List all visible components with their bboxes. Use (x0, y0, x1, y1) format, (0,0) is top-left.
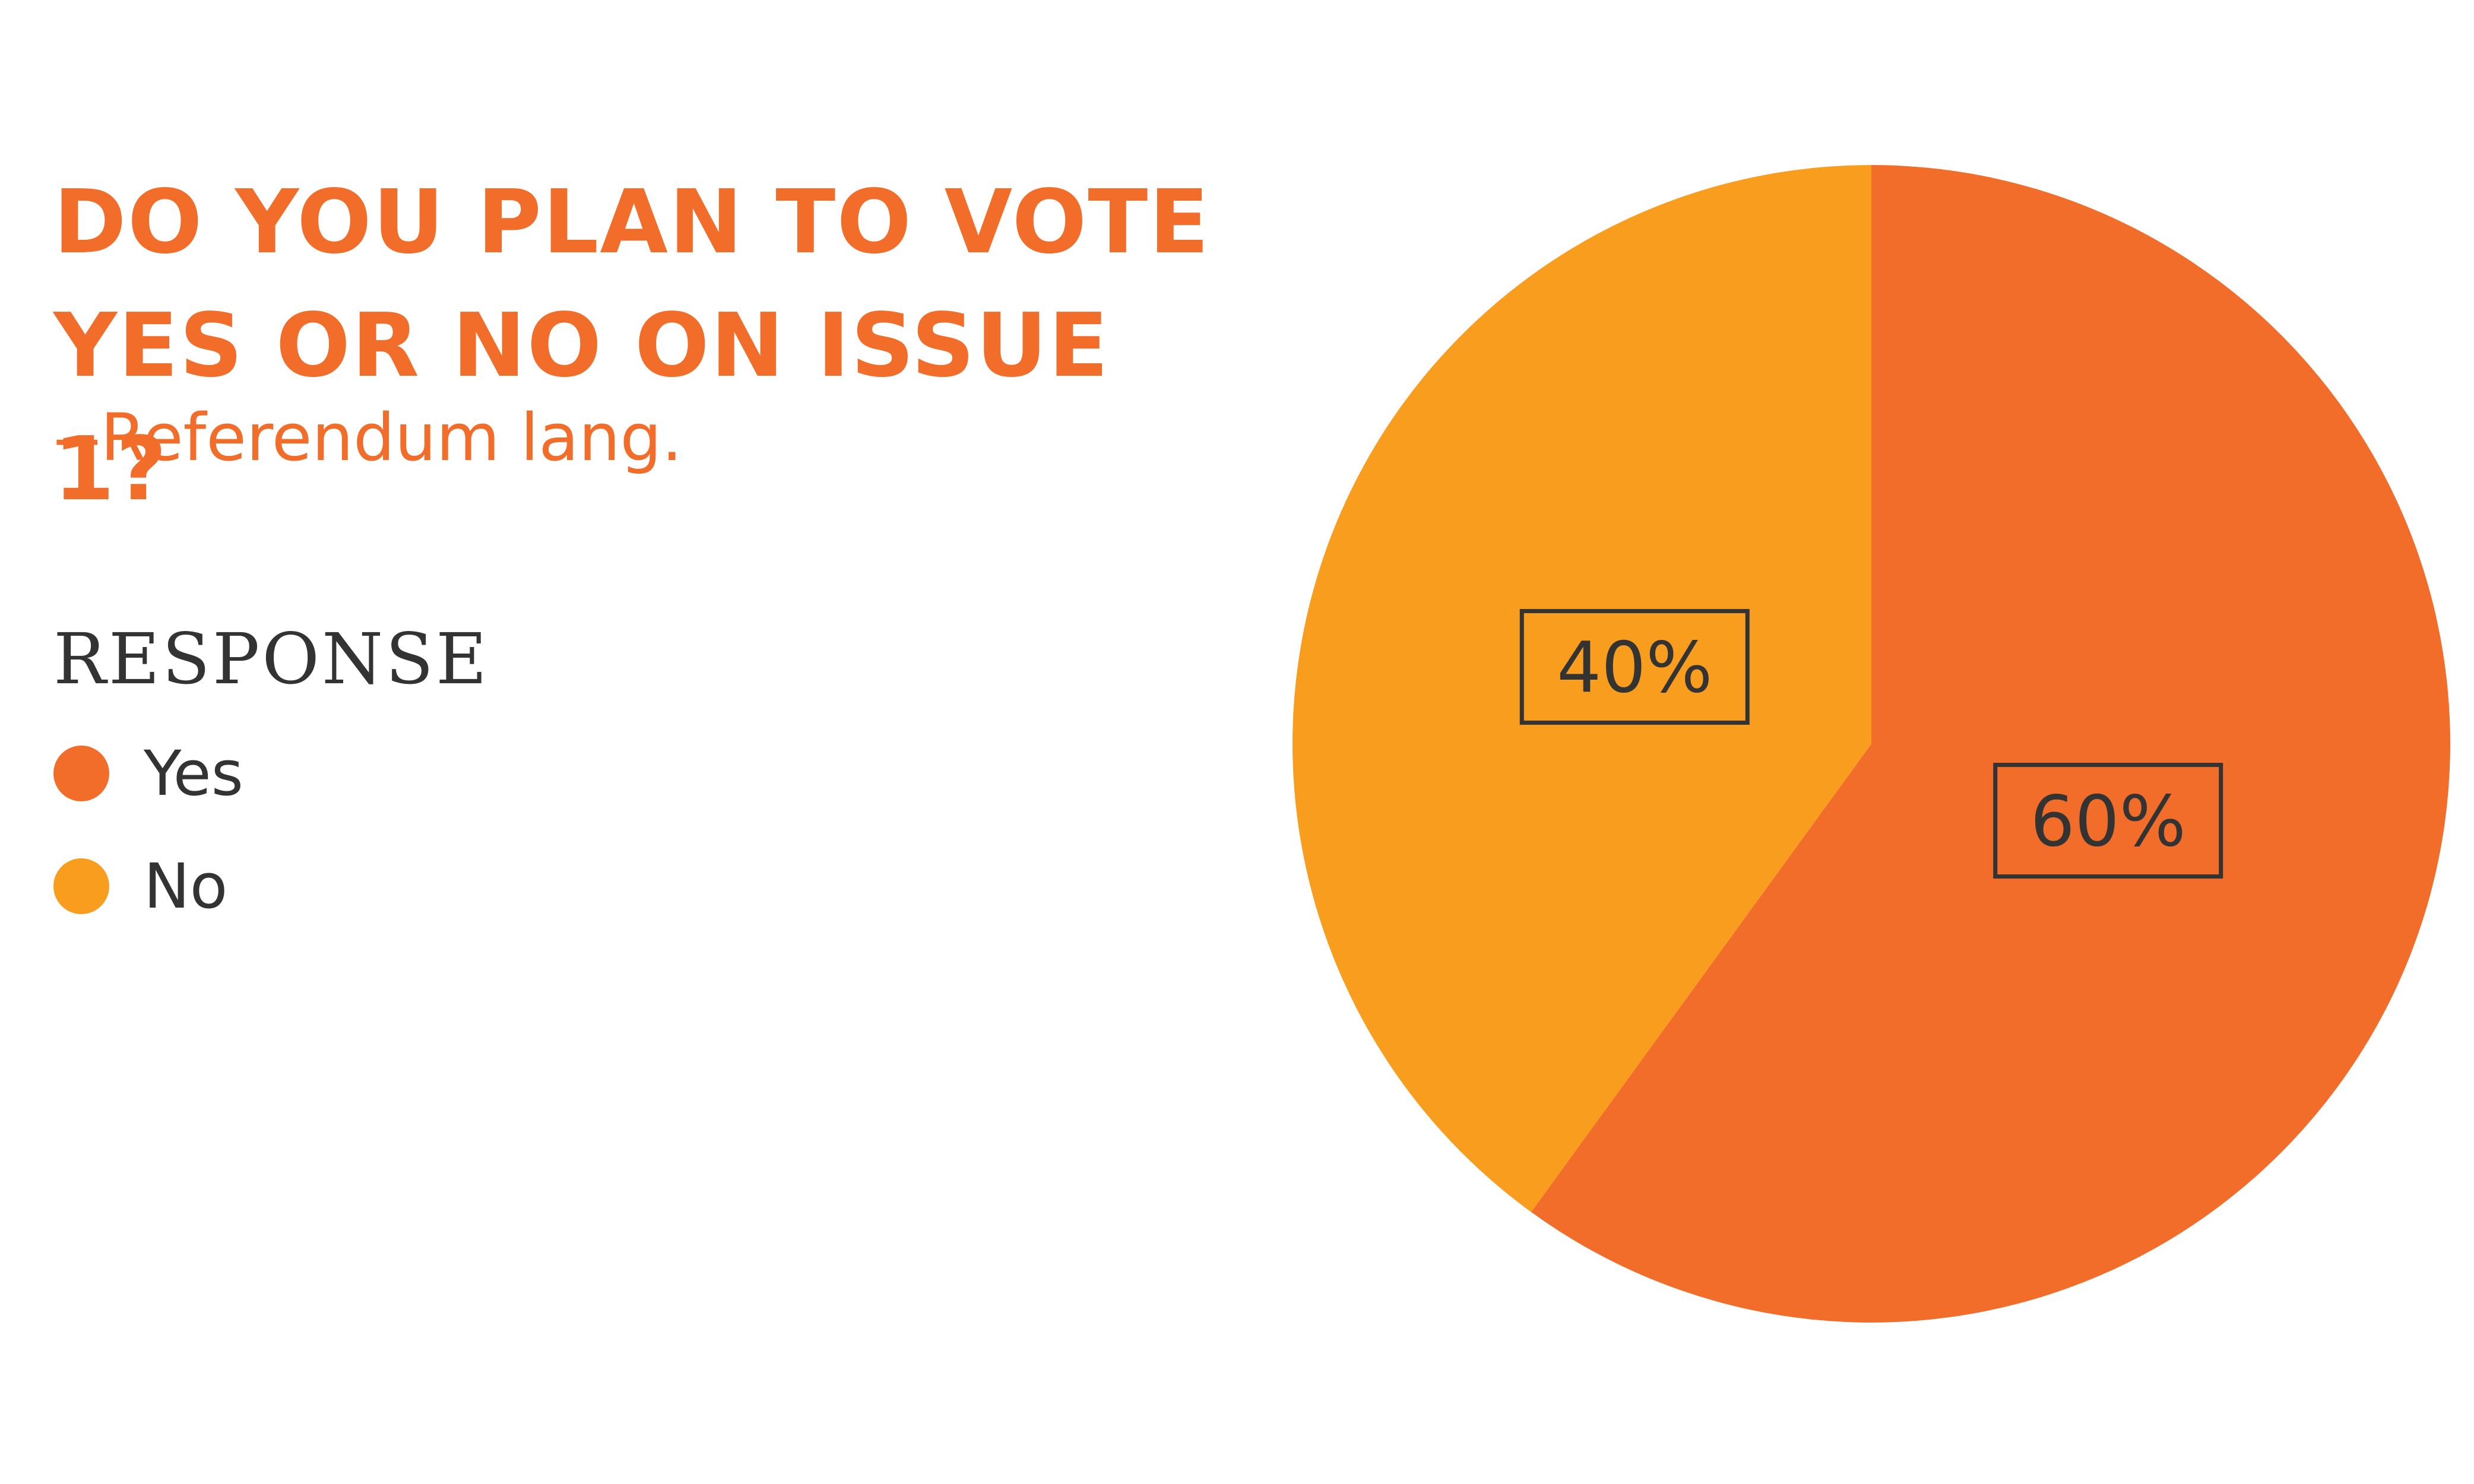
pie-slice-yes (1531, 165, 2450, 1323)
legend-swatch-yes (53, 746, 109, 801)
legend-item-yes: Yes (53, 717, 489, 830)
legend-item-no: No (53, 830, 489, 943)
legend-label-yes: Yes (144, 737, 243, 810)
legend-title: RESPONSE (53, 618, 490, 700)
data-label-box-no (1519, 608, 1750, 725)
legend-label-no: No (144, 850, 228, 922)
data-label-no: 40% (1519, 608, 1750, 725)
chart-title: DO YOU PLAN TO VOTE YES OR NO ON ISSUE 1… (53, 171, 1211, 520)
data-label-text-no: 40% (1557, 626, 1712, 708)
legend-swatch-no (53, 858, 109, 914)
data-label-text-yes: 60% (2030, 781, 2186, 863)
legend: RESPONSE Yes No (53, 617, 489, 943)
pie-slice-no (1293, 165, 1871, 1212)
data-label-yes: 60% (1993, 763, 2223, 879)
data-label-box-yes (1993, 763, 2223, 879)
chart-subtitle: --Referendum lang. (53, 399, 683, 475)
